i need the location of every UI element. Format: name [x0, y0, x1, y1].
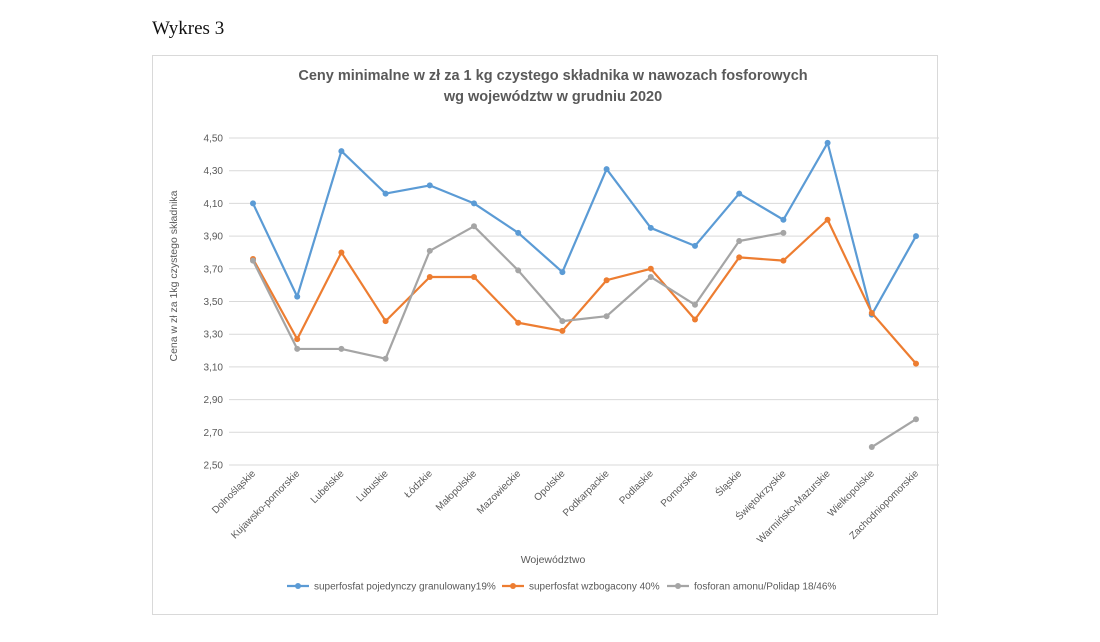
- legend-swatch-marker: [295, 583, 301, 589]
- x-tick-label: Warmińsko-Mazurskie: [755, 468, 833, 546]
- data-point: [736, 238, 743, 245]
- grid-lines: [229, 137, 939, 466]
- data-point: [250, 257, 256, 264]
- legend-swatch-marker: [510, 583, 516, 589]
- data-point: [913, 360, 919, 367]
- data-point: [868, 309, 875, 316]
- data-point: [603, 166, 610, 173]
- data-point: [338, 249, 345, 256]
- y-axis-ticks: 2,50 2,70 2,90 3,10 3,30 3,50 3,70 3,90 4,10 4,30…: [204, 134, 224, 472]
- y-tick-label: 4,30: [204, 166, 224, 177]
- x-tick-label: Dolnośląskie: [210, 468, 258, 516]
- data-point: [868, 444, 875, 451]
- x-tick-label: Podlaskie: [617, 468, 656, 507]
- data-point: [471, 200, 477, 207]
- data-point: [471, 223, 477, 230]
- data-point: [559, 318, 566, 325]
- chart-title: Ceny minimalne w zł za 1 kg czystego skł…: [298, 68, 807, 84]
- data-point: [647, 224, 654, 231]
- data-point: [647, 273, 654, 280]
- y-tick-label: 3,70: [204, 264, 224, 275]
- data-point: [913, 233, 919, 240]
- figure-caption: Wykres 3: [152, 18, 225, 39]
- x-axis-title: Województwo: [521, 554, 586, 566]
- y-tick-label: 4,10: [204, 199, 224, 210]
- data-point: [736, 190, 743, 197]
- data-point: [338, 148, 345, 155]
- data-point: [692, 316, 698, 323]
- data-point: [294, 336, 301, 343]
- line-chart: Ceny minimalne w zł za 1 kg czystego skł…: [168, 68, 939, 593]
- series-line: [250, 139, 919, 318]
- y-tick-label: 2,90: [204, 395, 224, 406]
- data-point: [382, 190, 389, 197]
- data-point: [515, 229, 522, 236]
- series-group: [250, 139, 919, 451]
- chart-frame: Ceny minimalne w zł za 1 kg czystego skł…: [152, 55, 939, 615]
- data-point: [913, 416, 919, 423]
- x-tick-label: Lubuskie: [355, 468, 391, 504]
- data-point: [780, 216, 787, 223]
- y-tick-label: 3,90: [204, 232, 224, 243]
- legend: superfosfat pojedynczy granulowany19% sup…: [287, 582, 836, 593]
- data-point: [294, 345, 301, 352]
- x-tick-label: Lubelskie: [309, 468, 347, 506]
- series-path: [252, 141, 917, 316]
- data-point: [692, 242, 698, 249]
- series-line: [250, 216, 919, 367]
- x-tick-label: Małopolskie: [434, 468, 479, 513]
- data-point: [647, 265, 654, 272]
- data-point: [515, 267, 522, 274]
- data-point: [559, 327, 566, 334]
- x-tick-label: Opolskie: [532, 468, 568, 504]
- data-point: [780, 229, 787, 236]
- chart-subtitle: wg województw w grudniu 2020: [443, 89, 662, 105]
- x-tick-label: Łódzkie: [403, 468, 435, 500]
- y-tick-label: 2,70: [204, 428, 224, 439]
- legend-label: superfosfat wzbogacony 40%: [529, 582, 660, 593]
- y-tick-label: 3,50: [204, 297, 224, 308]
- data-point: [603, 313, 610, 320]
- series-path: [252, 218, 917, 365]
- data-point: [471, 273, 477, 280]
- data-point: [515, 319, 522, 326]
- legend-label: fosforan amonu/Polidap 18/46%: [694, 582, 836, 593]
- series-path: [252, 225, 784, 360]
- data-point: [294, 293, 301, 300]
- data-point: [824, 216, 831, 223]
- series-line: [250, 223, 919, 451]
- y-axis-title: Cena w zł za 1kg czystego składnika: [168, 190, 180, 361]
- legend-label: superfosfat pojedynczy granulowany19%: [314, 582, 496, 593]
- data-point: [603, 277, 610, 284]
- x-tick-label: Śląskie: [712, 467, 744, 499]
- x-tick-label: Podkarpackie: [561, 468, 612, 519]
- legend-item: superfosfat pojedynczy granulowany19%: [287, 582, 496, 593]
- legend-item: superfosfat wzbogacony 40%: [502, 582, 660, 593]
- data-point: [426, 273, 433, 280]
- data-point: [382, 355, 389, 362]
- data-point: [426, 182, 433, 189]
- data-point: [824, 139, 831, 146]
- y-tick-label: 3,10: [204, 362, 224, 373]
- data-point: [250, 200, 256, 207]
- data-point: [338, 345, 345, 352]
- data-point: [382, 318, 389, 325]
- data-point: [692, 301, 698, 308]
- data-point: [559, 269, 566, 276]
- x-tick-label: Pomorskie: [659, 468, 700, 509]
- data-point: [736, 254, 743, 261]
- x-tick-label: Mazowieckie: [475, 468, 524, 517]
- legend-item: fosforan amonu/Polidap 18/46%: [667, 582, 836, 593]
- legend-swatch-marker: [675, 583, 681, 589]
- y-tick-label: 3,30: [204, 330, 224, 341]
- series-path: [871, 418, 917, 448]
- y-tick-label: 4,50: [204, 134, 224, 145]
- data-point: [780, 257, 787, 264]
- data-point: [426, 247, 433, 254]
- y-tick-label: 2,50: [204, 461, 224, 472]
